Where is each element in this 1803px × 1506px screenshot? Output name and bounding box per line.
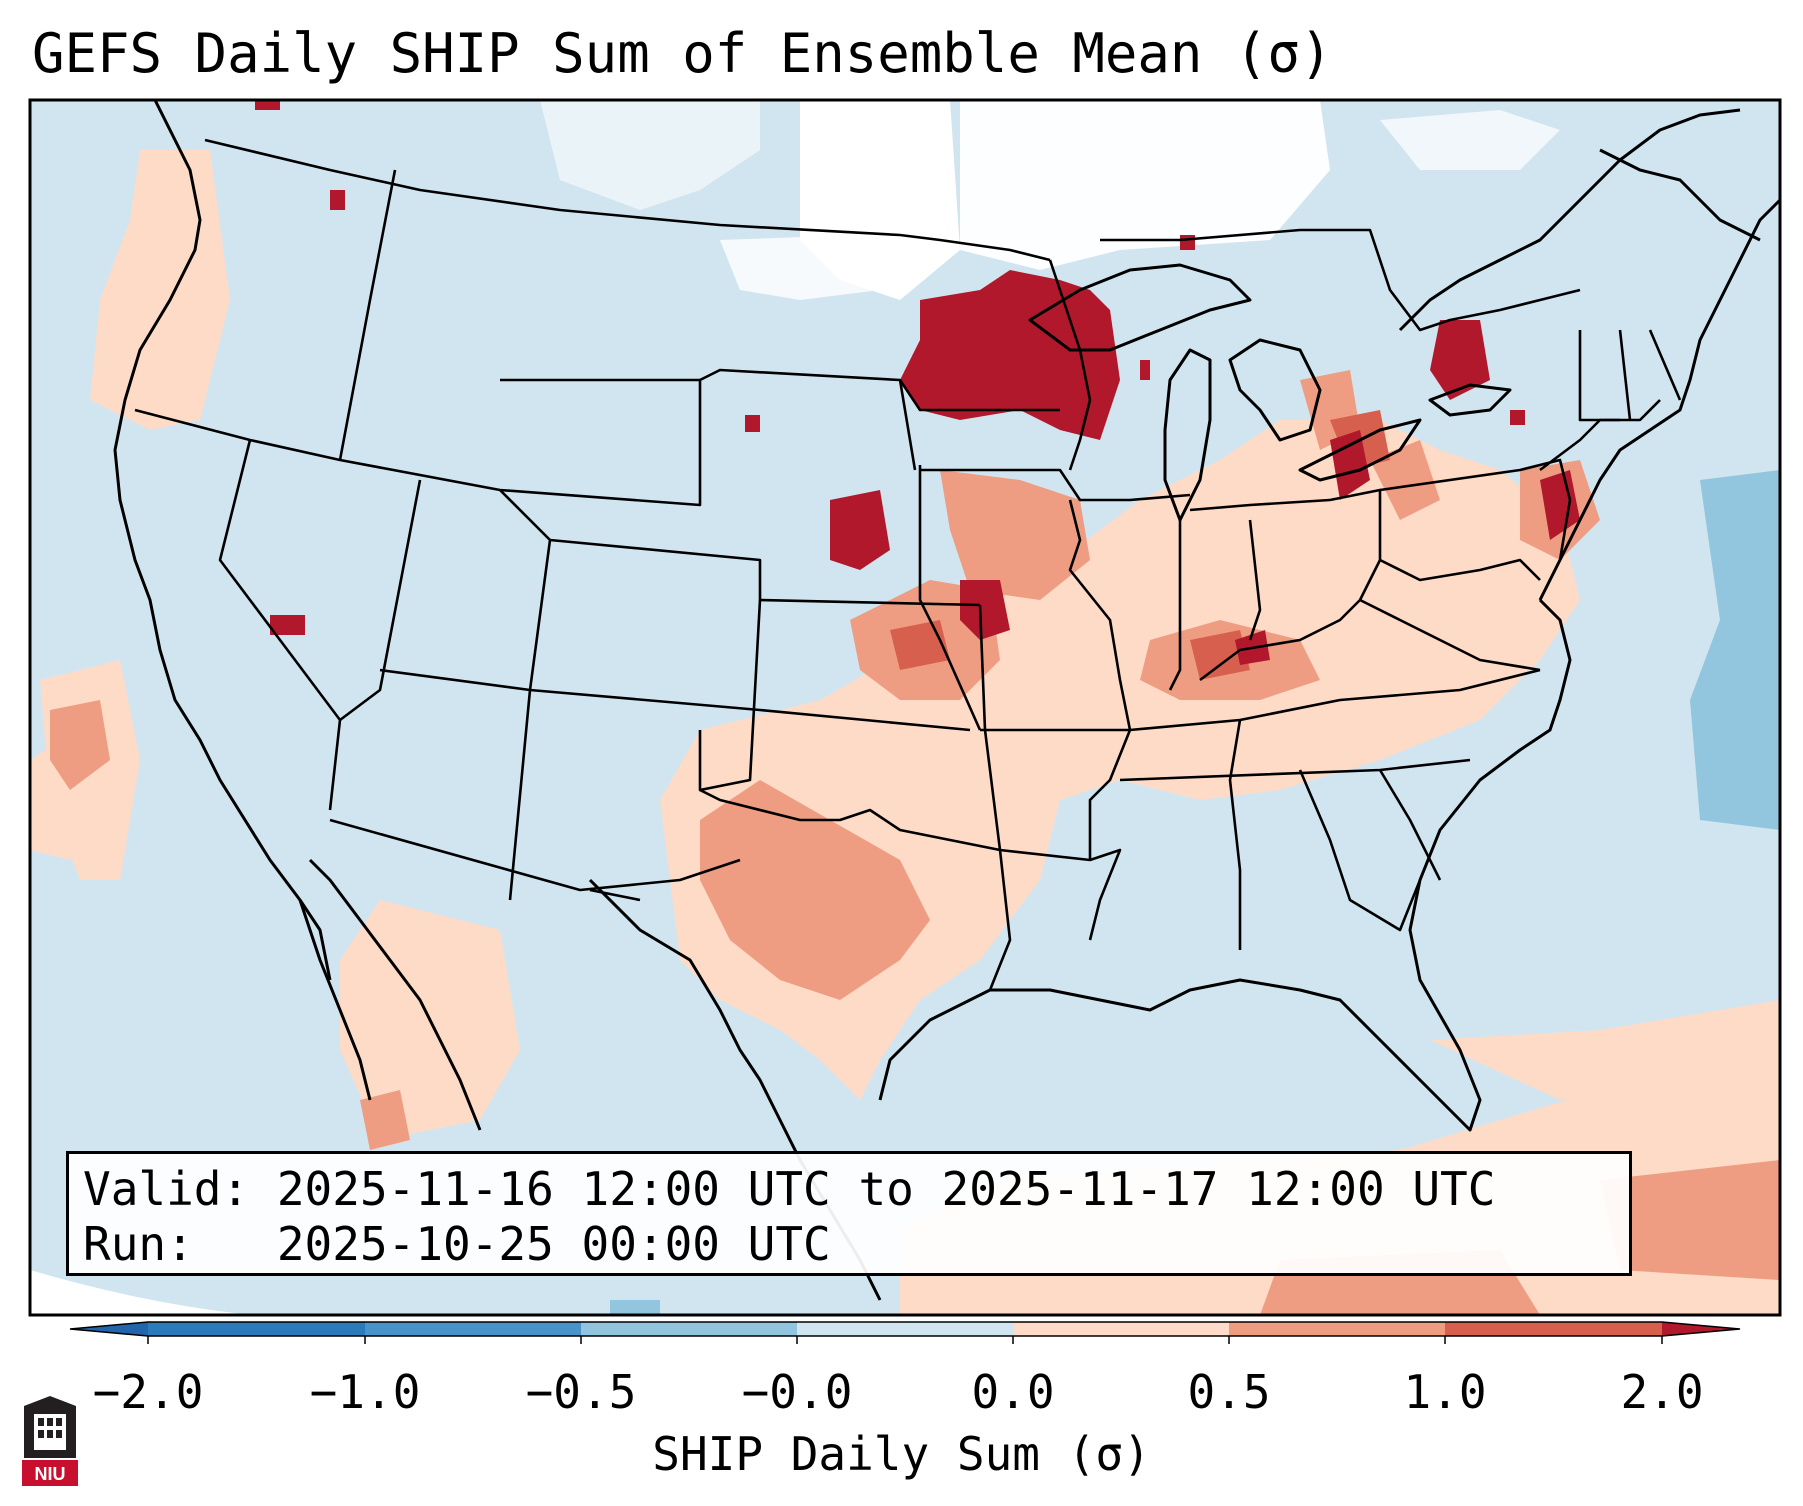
- run-time-text: Run: 2025-10-25 00:00 UTC: [83, 1217, 831, 1271]
- colorbar-tick-label: 0.0: [971, 1365, 1055, 1419]
- page-title: GEFS Daily SHIP Sum of Ensemble Mean (σ): [32, 22, 1333, 85]
- colorbar-segment: [1229, 1322, 1445, 1336]
- near-zero-region: [960, 100, 1330, 270]
- coastlines: [113, 100, 1780, 1301]
- colorbar-tick-label: −0.0: [741, 1365, 853, 1419]
- colorbar-segment: [797, 1322, 1013, 1336]
- positive-extreme-region: [900, 270, 1120, 440]
- colorbar-tick-label: −1.0: [309, 1365, 421, 1419]
- colorbar-segment: [148, 1322, 365, 1336]
- state-borders: [134, 138, 1682, 991]
- colorbar-tick-label: −0.5: [525, 1365, 637, 1419]
- map-domain-edge: [30, 1270, 254, 1315]
- colorbar-segment: [365, 1322, 581, 1336]
- positive-moderate-region: [700, 780, 930, 1000]
- colorbar-extend-low: [70, 1322, 148, 1336]
- colorbar-segment: [1013, 1322, 1229, 1336]
- colorbar-extend-high: [1662, 1322, 1740, 1336]
- negative-region: [1690, 470, 1780, 830]
- positive-light-region: [90, 150, 230, 430]
- colorbar: [69, 1321, 1741, 1344]
- valid-time-text: Valid: 2025-11-16 12:00 UTC to 2025-11-1…: [83, 1162, 1496, 1216]
- niu-logo: NIU: [22, 1396, 78, 1486]
- valid-run-info-box: Valid: 2025-11-16 12:00 UTC to 2025-11-1…: [66, 1151, 1632, 1276]
- great-lakes: [1028, 263, 1512, 522]
- colorbar-tick-label: 1.0: [1403, 1365, 1487, 1419]
- colorbar-label: SHIP Daily Sum (σ): [652, 1427, 1151, 1481]
- map-frame: [28, 98, 1782, 1317]
- colorbar-segment: [581, 1322, 797, 1336]
- colorbar-segment: [1445, 1322, 1662, 1336]
- logo-text: NIU: [35, 1464, 66, 1484]
- colorbar-tick-label: −2.0: [92, 1365, 204, 1419]
- colorbar-tick-label: 2.0: [1620, 1365, 1704, 1419]
- colorbar-tick-label: 0.5: [1187, 1365, 1271, 1419]
